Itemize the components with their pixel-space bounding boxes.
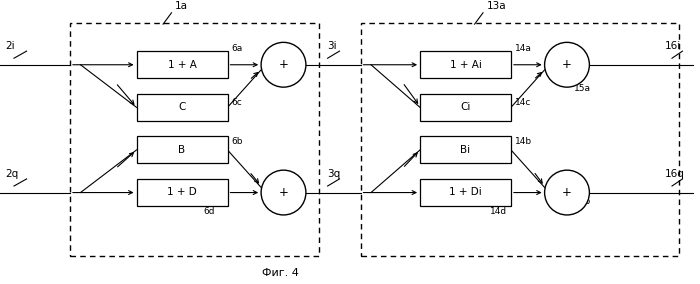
Bar — [70, 23, 318, 256]
Text: 16q: 16q — [665, 169, 685, 179]
Text: B: B — [178, 145, 186, 155]
Bar — [136, 94, 228, 121]
Text: 1 + A: 1 + A — [167, 60, 197, 70]
Text: C: C — [178, 102, 186, 112]
Ellipse shape — [545, 42, 589, 87]
Text: 2i: 2i — [6, 41, 15, 51]
Text: 1a: 1a — [175, 1, 188, 11]
Bar — [136, 51, 228, 78]
Bar — [420, 136, 511, 163]
Text: 6d: 6d — [203, 207, 214, 216]
Text: 6b: 6b — [231, 137, 242, 147]
Text: 1 + D: 1 + D — [167, 187, 197, 197]
Text: 15b: 15b — [574, 197, 592, 206]
Text: 14c: 14c — [514, 98, 531, 107]
Text: 3i: 3i — [328, 41, 337, 51]
Text: +: + — [279, 186, 288, 199]
Text: 15a: 15a — [574, 83, 591, 93]
Text: +: + — [562, 186, 572, 199]
Ellipse shape — [261, 170, 306, 215]
Bar — [136, 136, 228, 163]
Text: 14d: 14d — [490, 207, 507, 216]
Text: 14a: 14a — [514, 44, 531, 53]
Bar — [420, 51, 511, 78]
Bar — [136, 179, 228, 206]
Text: 16i: 16i — [665, 41, 681, 51]
Text: 1 + Di: 1 + Di — [449, 187, 482, 197]
Bar — [360, 23, 679, 256]
Bar — [420, 94, 511, 121]
Text: 6a: 6a — [231, 44, 242, 53]
Bar — [420, 179, 511, 206]
Ellipse shape — [261, 42, 306, 87]
Text: 14b: 14b — [514, 137, 531, 147]
Text: Фиг. 4: Фиг. 4 — [262, 268, 298, 278]
Text: +: + — [279, 58, 288, 71]
Text: +: + — [562, 58, 572, 71]
Ellipse shape — [545, 170, 589, 215]
Text: Ci: Ci — [461, 102, 470, 112]
Text: 1 + Ai: 1 + Ai — [449, 60, 482, 70]
Text: 3q: 3q — [328, 169, 341, 179]
Text: 6c: 6c — [231, 98, 241, 107]
Text: Bi: Bi — [461, 145, 470, 155]
Text: 2q: 2q — [6, 169, 19, 179]
Text: 13a: 13a — [486, 1, 506, 11]
